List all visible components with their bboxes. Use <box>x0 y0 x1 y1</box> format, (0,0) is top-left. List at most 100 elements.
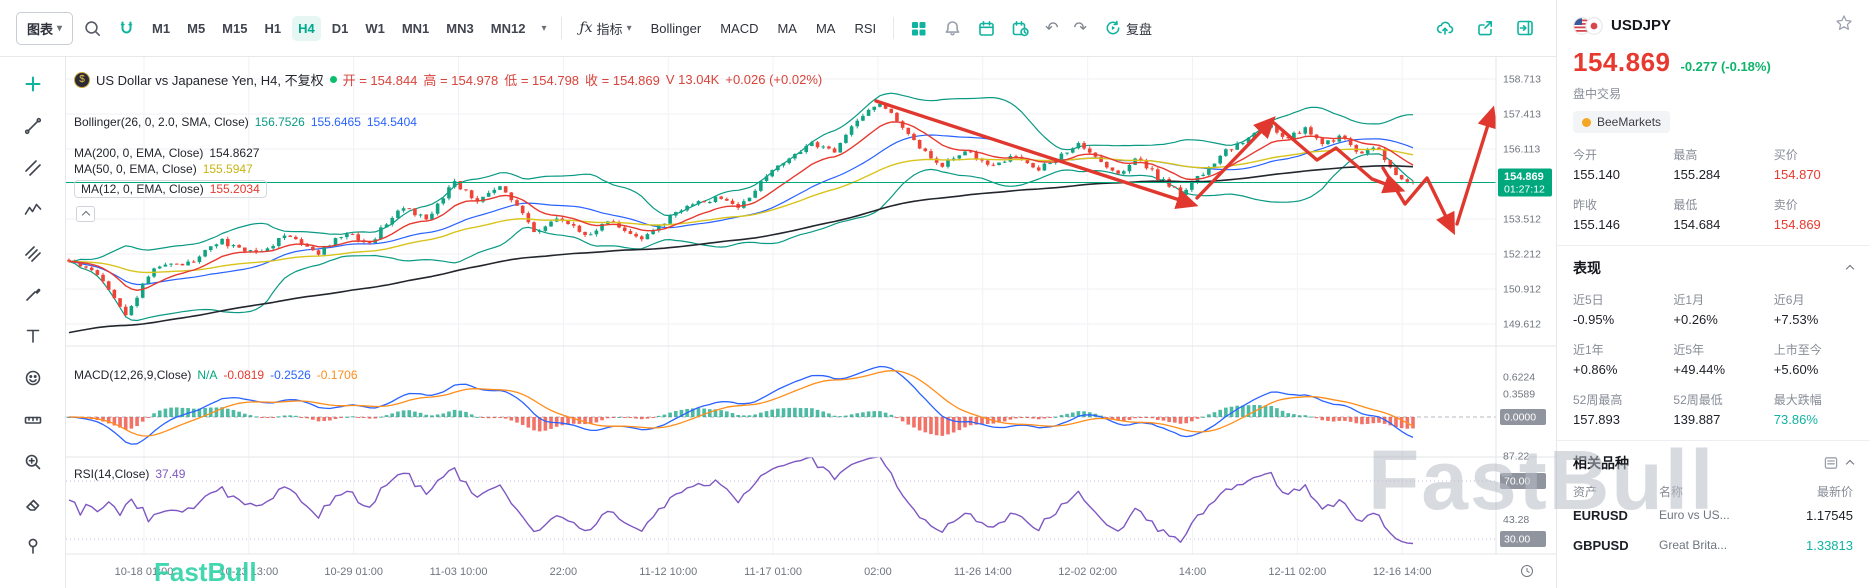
timeframe-mn1[interactable]: MN1 <box>396 16 435 41</box>
undo-button[interactable]: ↶ <box>1040 13 1063 43</box>
candles-layer <box>67 102 1415 317</box>
svg-text:10-29 01:00: 10-29 01:00 <box>324 566 383 578</box>
timeframe-w1[interactable]: W1 <box>359 16 391 41</box>
ma200-legend[interactable]: MA(200, 0, EMA, Close) 154.8627 <box>74 146 259 160</box>
svg-text:149.612: 149.612 <box>1503 319 1541 331</box>
redo-button[interactable]: ↷ <box>1069 13 1092 43</box>
rsi-axis[interactable]: 87.22 70.00 43.28 30.00 <box>1500 451 1546 547</box>
drawing-annotations[interactable] <box>874 99 1496 236</box>
price-chart-canvas[interactable]: 158.713 157.413 156.113 153.512 152.212 150.9… <box>66 57 1556 588</box>
bollinger-params: Bollinger(26, 0, 2.0, SMA, Close) <box>74 115 249 129</box>
svg-text:87.22: 87.22 <box>1503 451 1529 463</box>
plus-icon <box>25 76 40 92</box>
text-tool[interactable] <box>16 319 50 353</box>
ruler-tool[interactable] <box>16 403 50 437</box>
pin-tool[interactable] <box>16 529 50 563</box>
ma12-legend[interactable]: MA(12, 0, EMA, Close) 155.2034 <box>74 180 267 198</box>
pitchfork-tool[interactable] <box>16 235 50 269</box>
legend-collapse-button[interactable] <box>76 206 95 222</box>
symbol-legend[interactable]: $ US Dollar vs Japanese Yen, H4, 不复权 开 =… <box>74 70 822 89</box>
ma50-legend[interactable]: MA(50, 0, EMA, Close) 155.5947 <box>74 162 253 176</box>
performance-section-header[interactable]: 表现 <box>1573 258 1855 278</box>
ohlc-high: 高 = 154.978 <box>423 73 499 88</box>
magnet-mode-button[interactable] <box>112 14 141 43</box>
macd-legend[interactable]: MACD(12,26,9,Close) N/A -0.0819 -0.2526 … <box>74 368 358 382</box>
replay-button[interactable]: 复盘 <box>1097 13 1159 44</box>
smiley-icon <box>25 370 40 386</box>
layout-grid-button[interactable] <box>904 14 933 43</box>
related-row-gbpusd[interactable]: GBPUSD Great Brita... 1.33813 <box>1573 537 1853 553</box>
bollinger-legend[interactable]: Bollinger(26, 0, 2.0, SMA, Close) 156.75… <box>74 115 417 129</box>
alerts-button[interactable] <box>938 14 967 43</box>
rsi-pane[interactable] <box>66 457 1496 545</box>
perf-1y: 近1年 +0.86% <box>1573 343 1618 377</box>
wave-tool[interactable] <box>16 193 50 227</box>
timeframe-m1[interactable]: M1 <box>146 16 176 41</box>
timeframe-h4[interactable]: H4 <box>292 15 321 41</box>
timeframe-m5[interactable]: M5 <box>181 16 211 41</box>
svg-text:157.413: 157.413 <box>1503 108 1541 120</box>
rsi-legend[interactable]: RSI(14,Close) 37.49 <box>74 467 185 481</box>
emoji-tool[interactable] <box>16 361 50 395</box>
performance-grid: 近5日 -0.95% 近1月 +0.26% 近6月 +7.53% 近1年 +0.86% … <box>1573 291 1853 427</box>
usdjpy-flags-icon <box>1573 16 1603 35</box>
price-pane[interactable] <box>66 92 1496 334</box>
fx-icon: ƒx <box>579 20 593 36</box>
indicator-shortcut-rsi[interactable]: RSI <box>847 15 883 42</box>
chevron-down-icon: ▾ <box>57 22 63 34</box>
drawing-tools-sidebar <box>0 57 66 588</box>
divider <box>1557 245 1869 246</box>
timeframe-d1[interactable]: D1 <box>326 16 355 41</box>
perf-52w-low: 52周最低 139.887 <box>1673 393 1723 427</box>
perf-52w-high: 52周最高 157.893 <box>1573 393 1623 427</box>
trendline-tool[interactable] <box>16 109 50 143</box>
indicators-menu-button[interactable]: ƒx 指标 ▾ <box>572 13 638 44</box>
cloud-save-button[interactable] <box>1430 13 1460 43</box>
brush-tool[interactable] <box>16 277 50 311</box>
related-row-eurusd[interactable]: EURUSD Euro vs US... 1.17545 <box>1573 507 1853 523</box>
indicator-shortcut-ma-2[interactable]: MA <box>809 15 843 42</box>
timeframe-h1[interactable]: H1 <box>258 16 287 41</box>
svg-text:158.713: 158.713 <box>1503 74 1541 86</box>
eraser-icon <box>25 499 39 511</box>
zoom-in-tool[interactable] <box>16 445 50 479</box>
timeframe-mn3[interactable]: MN3 <box>440 16 479 41</box>
economic-calendar-button[interactable] <box>972 14 1001 43</box>
ma200-value: 154.8627 <box>209 146 260 160</box>
chevron-down-icon: ▾ <box>626 22 632 34</box>
event-calendar-button[interactable] <box>1006 14 1035 43</box>
eraser-tool[interactable] <box>16 487 50 521</box>
share-export-button[interactable] <box>1470 13 1500 43</box>
chart-type-menu-button[interactable]: 图表 ▾ <box>16 11 74 45</box>
macd-pane[interactable] <box>66 365 1496 445</box>
chart-area[interactable]: 158.713 157.413 156.113 153.512 152.212 150.9… <box>66 57 1556 588</box>
timezone-clock-icon[interactable] <box>1521 565 1533 577</box>
indicator-shortcut-macd[interactable]: MACD <box>713 15 765 42</box>
indicator-shortcut-ma-1[interactable]: MA <box>770 15 804 42</box>
svg-text:43.28: 43.28 <box>1503 514 1529 526</box>
performance-title: 表现 <box>1573 260 1601 276</box>
related-section-header[interactable]: 相关品种 <box>1573 453 1855 473</box>
toolbar-divider <box>893 17 895 39</box>
channel-tool[interactable] <box>16 151 50 185</box>
add-tool[interactable] <box>16 67 50 101</box>
symbol-search-button[interactable] <box>78 14 107 43</box>
macd-signal-value: -0.1706 <box>316 368 358 382</box>
timeframe-m15[interactable]: M15 <box>216 16 253 41</box>
timeframe-mn12[interactable]: MN12 <box>485 16 532 41</box>
last-price: 154.869 <box>1573 47 1671 77</box>
svg-text:10-18 01:00: 10-18 01:00 <box>115 566 174 578</box>
indicator-shortcut-bollinger[interactable]: Bollinger <box>644 15 709 42</box>
toolbar-divider <box>561 17 563 39</box>
svg-text:0.0000: 0.0000 <box>1504 412 1536 424</box>
time-axis[interactable]: 10-18 01:00 10-23 13:00 10-29 01:00 11-03 1… <box>115 566 1432 578</box>
list-panel-icon[interactable] <box>1823 455 1839 471</box>
stat-low: 最低 154.684 <box>1673 198 1721 232</box>
favorite-button[interactable] <box>1835 14 1853 37</box>
timeframe-more-button[interactable]: ▾ <box>536 18 551 39</box>
price-axis[interactable]: 158.713 157.413 156.113 153.512 152.212 150.9… <box>1500 74 1546 426</box>
cloud-upload-icon <box>1436 21 1454 35</box>
collapse-panel-button[interactable] <box>1510 13 1540 43</box>
perf-5y: 近5年 +49.44% <box>1673 343 1726 377</box>
broker-badge[interactable]: BeeMarkets <box>1573 111 1671 133</box>
